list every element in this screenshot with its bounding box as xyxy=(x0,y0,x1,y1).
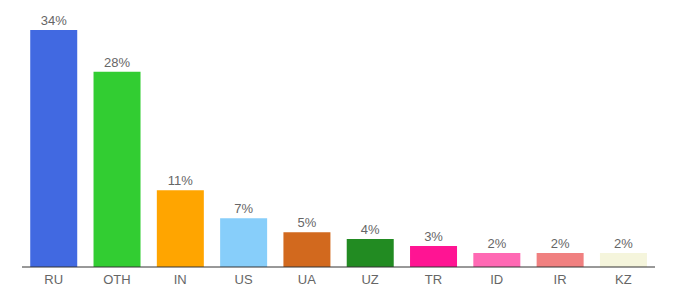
svg-text:5%: 5% xyxy=(298,215,317,230)
svg-text:2%: 2% xyxy=(551,236,570,251)
svg-text:OTH: OTH xyxy=(103,272,130,287)
svg-text:11%: 11% xyxy=(168,173,193,188)
svg-text:IN: IN xyxy=(174,272,187,287)
svg-text:7%: 7% xyxy=(234,201,253,216)
svg-text:34%: 34% xyxy=(41,13,67,28)
svg-text:2%: 2% xyxy=(614,236,633,251)
svg-text:ID: ID xyxy=(490,272,503,287)
svg-text:28%: 28% xyxy=(104,55,130,70)
svg-text:3%: 3% xyxy=(424,229,443,244)
svg-text:US: US xyxy=(235,272,253,287)
svg-text:2%: 2% xyxy=(487,236,506,251)
svg-text:KZ: KZ xyxy=(615,272,632,287)
svg-text:UZ: UZ xyxy=(361,272,378,287)
svg-text:UA: UA xyxy=(298,272,316,287)
svg-text:TR: TR xyxy=(425,272,442,287)
svg-text:4%: 4% xyxy=(361,222,380,237)
svg-text:IR: IR xyxy=(554,272,567,287)
svg-text:RU: RU xyxy=(44,272,63,287)
